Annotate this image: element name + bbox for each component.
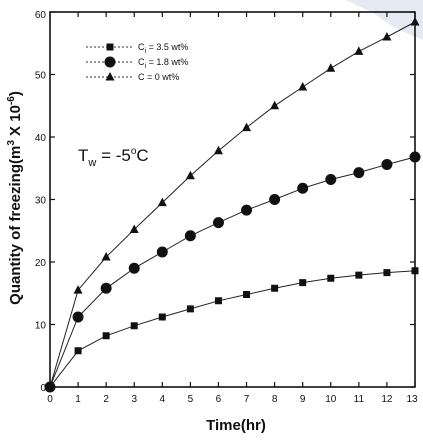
data-point-c-0	[45, 382, 55, 391]
y-tick-label: 40	[35, 133, 47, 144]
data-point-c-0	[157, 197, 167, 207]
x-tick-label: 11	[354, 394, 365, 405]
x-tick-label: 1	[75, 394, 81, 405]
data-point-ci-3-5	[186, 305, 194, 313]
x-axis-label: Time(hr)	[206, 417, 266, 434]
series-line-ci-3-5	[49, 270, 416, 388]
series-line-c-0	[49, 21, 416, 388]
data-point-c-0	[185, 170, 195, 180]
data-point-ci-1-8	[241, 204, 253, 216]
data-point-c-0	[213, 145, 223, 155]
data-point-ci-1-8	[156, 246, 168, 258]
watermark-logo	[345, 0, 423, 40]
x-tick-label: 6	[216, 394, 222, 405]
data-point-ci-3-5	[102, 332, 110, 340]
x-tick-label: 7	[244, 394, 250, 405]
x-tick-label: 13	[406, 394, 418, 405]
legend: Ci = 3.5 wt% Ci = 1.8 wt% C = 0 wt%	[86, 42, 188, 82]
y-tick-label: 20	[35, 258, 47, 269]
data-point-ci-3-5	[158, 313, 166, 321]
data-point-c-0	[129, 224, 139, 233]
y-tick-label: 10	[35, 321, 47, 332]
data-point-c-0	[382, 32, 392, 41]
data-point-ci-1-8	[381, 159, 393, 170]
x-tick-label: 8	[272, 394, 278, 405]
legend-marker-c-0	[105, 72, 115, 81]
data-point-ci-3-5	[243, 291, 251, 298]
data-point-ci-3-5	[271, 284, 279, 292]
legend-label-c-0: C = 0 wt%	[138, 72, 179, 82]
data-point-ci-1-8	[409, 151, 421, 163]
data-point-ci-3-5	[411, 267, 419, 275]
y-tick-label: 0	[40, 383, 46, 394]
data-point-ci-1-8	[184, 230, 196, 242]
y-axis-label: Quantity of freezing(m3 X 10-6)	[6, 91, 24, 305]
data-point-c-0	[298, 82, 308, 91]
legend-label-ci-1-8: Ci = 1.8 wt%	[138, 57, 188, 70]
plot-frame	[49, 11, 416, 388]
x-tick-label: 5	[188, 394, 194, 405]
data-point-c-0	[242, 122, 252, 132]
data-point-ci-1-8	[325, 174, 337, 185]
x-tick-label: 2	[103, 394, 109, 405]
data-point-ci-1-8	[353, 167, 365, 179]
data-point-c-0	[270, 100, 280, 110]
y-tick-label: 50	[35, 71, 47, 82]
legend-label-ci-3-5: Ci = 3.5 wt%	[138, 42, 188, 55]
data-point-ci-1-8	[297, 182, 309, 194]
x-tick-label: 12	[381, 394, 393, 405]
data-point-c-0	[101, 252, 111, 261]
data-point-ci-1-8	[212, 217, 224, 229]
x-tick-label: 4	[160, 394, 166, 405]
data-point-c-0	[326, 63, 336, 72]
y-tick-label: 60	[35, 10, 47, 21]
y-tick-label: 30	[35, 196, 47, 207]
data-point-c-0	[410, 17, 420, 26]
wall-temperature-annotation: Tw = -5oC	[78, 146, 149, 169]
data-point-ci-1-8	[128, 262, 140, 274]
x-tick-label: 10	[325, 394, 337, 405]
x-tick-label: 9	[300, 394, 306, 405]
data-point-ci-1-8	[100, 282, 112, 294]
data-point-ci-3-5	[299, 279, 307, 287]
legend-marker-ci-3-5	[106, 43, 114, 51]
data-point-c-0	[354, 46, 364, 55]
data-point-ci-3-5	[355, 271, 363, 279]
legend-marker-ci-1-8	[104, 56, 116, 68]
x-tick-label: 0	[47, 394, 53, 405]
data-point-ci-3-5	[130, 322, 138, 330]
x-tick-label: 3	[131, 394, 137, 405]
data-point-ci-3-5	[327, 274, 335, 282]
data-point-ci-3-5	[74, 347, 82, 355]
data-point-ci-3-5	[383, 269, 391, 277]
data-point-ci-3-5	[214, 297, 222, 305]
data-point-c-0	[73, 285, 83, 294]
data-point-ci-1-8	[72, 311, 84, 323]
data-point-ci-1-8	[269, 194, 281, 205]
